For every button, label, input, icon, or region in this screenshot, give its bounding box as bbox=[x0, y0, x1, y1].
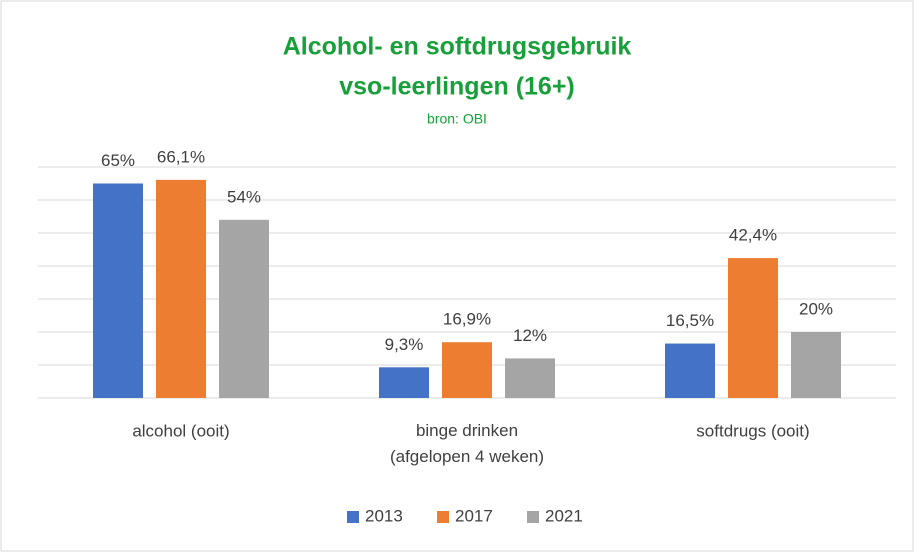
data-label: 42,4% bbox=[729, 226, 777, 245]
x-tick-label: softdrugs (ooit) bbox=[696, 421, 809, 440]
bar bbox=[379, 367, 429, 398]
chart-title: Alcohol- en softdrugsgebruik bbox=[283, 33, 632, 61]
legend-swatch bbox=[437, 511, 449, 523]
data-label: 16,9% bbox=[443, 310, 491, 329]
data-label: 54% bbox=[227, 187, 261, 206]
bar bbox=[156, 179, 206, 398]
chart-title: vso-leerlingen (16+) bbox=[339, 73, 575, 101]
data-label: 12% bbox=[513, 326, 547, 345]
bar bbox=[93, 183, 143, 398]
legend-swatch bbox=[347, 511, 359, 523]
x-tick-label: binge drinken (afgelopen 4 weken) bbox=[390, 421, 544, 466]
bar bbox=[505, 358, 555, 398]
bar bbox=[442, 342, 492, 398]
data-label: 9,3% bbox=[385, 335, 424, 354]
data-label: 66,1% bbox=[157, 147, 205, 166]
bar bbox=[728, 258, 778, 398]
legend-label: 2017 bbox=[455, 506, 493, 525]
data-label: 20% bbox=[799, 299, 833, 318]
legend-label: 2013 bbox=[365, 506, 403, 525]
legend-label: 2021 bbox=[545, 506, 583, 525]
x-tick-label: alcohol (ooit) bbox=[132, 421, 229, 440]
bar bbox=[791, 332, 841, 398]
legend-swatch bbox=[527, 511, 539, 523]
bar bbox=[219, 219, 269, 398]
data-label: 16,5% bbox=[666, 311, 714, 330]
chart-subtitle: bron: OBI bbox=[427, 111, 487, 127]
data-label: 65% bbox=[101, 151, 135, 170]
bar bbox=[665, 343, 715, 398]
